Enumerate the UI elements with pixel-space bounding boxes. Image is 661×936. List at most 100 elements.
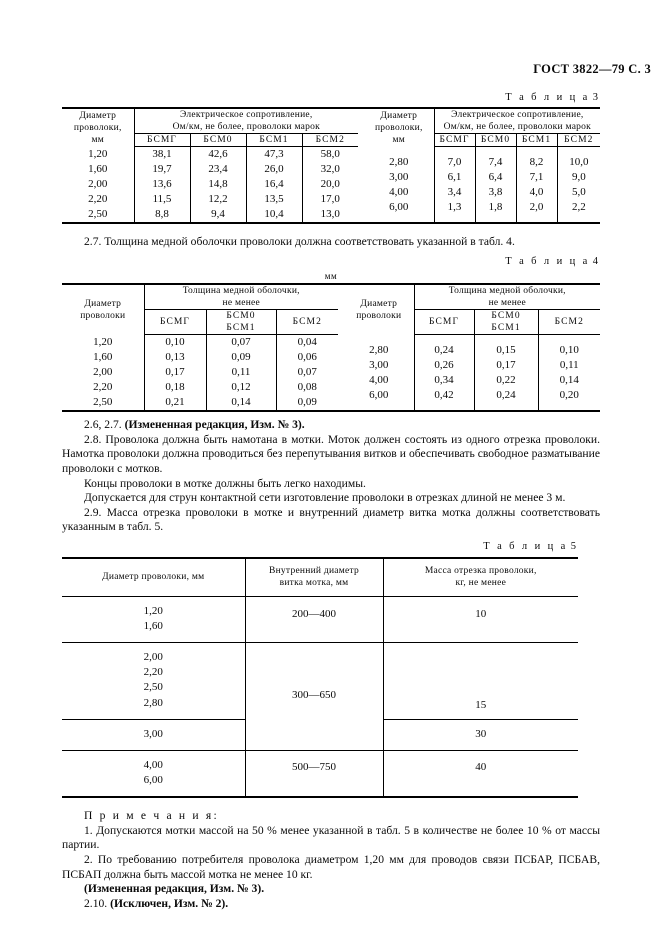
paragraph-2-7: 2.7. Толщина медной оболочки проволоки д…: [84, 235, 515, 249]
table3-center-divider: [358, 107, 365, 134]
table3-caption-word: Т а б л и ц а: [505, 92, 590, 103]
table4-left-col-bsm2: 0,04 0,06 0,07 0,08 0,09: [297, 336, 317, 409]
table5-mass-group-4: 40: [475, 760, 487, 773]
table5-mass-group-3: 30: [383, 719, 578, 751]
table3-right-col-bsm0: 7,4 6,4 3,8 1,8: [475, 146, 517, 224]
table5-group-row-1: 1,20 1,60 200—400 10: [62, 596, 578, 644]
table3-right-brand-2: БСМ1: [516, 133, 558, 148]
table3-right-diam-col: 2,80 3,00 4,00 6,00: [364, 146, 435, 224]
table4-center-divider: [338, 282, 345, 310]
table3-left-col-bsm0: 42,6 23,4 14,8 12,2 9,4: [190, 146, 247, 224]
paragraph-2-8: 2.8. Проволока должна быть намотана в мо…: [62, 432, 600, 475]
table3-left-group-header: Электрическое сопротивление, Ом/км, не б…: [134, 107, 359, 135]
table5-group-row-3: 3,00 30: [62, 719, 578, 751]
table5-diam-group-3: 3,00: [62, 719, 246, 751]
table4-caption-number: 4: [592, 255, 598, 267]
table4-left-diam-header: Диаметр проволоки: [62, 282, 145, 335]
table5-inner-diam-group-1: 200—400: [245, 596, 384, 644]
table5-header-inner-diameter: Внутренний диаметр витка мотка, мм: [245, 556, 384, 597]
table3-left-diam-header: Диаметр проволоки, мм: [62, 107, 135, 147]
table4-header-row-1: Диаметр проволоки Толщина медной оболочк…: [62, 282, 601, 335]
table3-header-row-1: Диаметр проволоки, мм Электрическое сопр…: [62, 107, 601, 147]
table3-right-col-bsm2: 10,0 9,0 5,0 2,2: [569, 155, 589, 213]
paragraph-2-9: 2.9. Масса отрезка проволоки в мотке и в…: [62, 505, 600, 534]
table5-diam-group-2: 2,00 2,20 2,50 2,80: [62, 642, 246, 720]
table4-left-brand-bsmg: БСМГ: [144, 309, 207, 336]
table5-group-row-4: 4,00 6,00 500—750 40: [62, 750, 578, 798]
table3-left-brand-0: БСМГ: [134, 133, 191, 148]
table3-center-divider-2: [358, 134, 364, 147]
note-1: 1. Допускаются мотки массой на 50 % мене…: [62, 823, 600, 852]
note-2: 2. По требованию потребителя проволока д…: [62, 852, 600, 881]
table4-right-brand-bsmg: БСМГ: [414, 309, 475, 336]
table5-inner-diam-group-2: 300—650: [245, 642, 384, 751]
paragraph-2-10-number: 2.10.: [84, 896, 111, 910]
table4-caption-word: Т а б л и ц а: [505, 255, 590, 267]
table4-center-divider-2: [338, 310, 344, 335]
table3-right-brand-3: БСМ2: [557, 133, 601, 148]
table3-data-row: 1,20 1,60 2,00 2,20 2,50 38,1 19,7 13,6 …: [62, 146, 600, 224]
table-3: Диаметр проволоки, мм Электрическое сопр…: [62, 107, 601, 226]
paragraph-2-6-2-7-revision-text: (Измененная редакция, Изм. № 3).: [124, 418, 305, 432]
paragraph-2-10: 2.10. (Исключен, Изм. № 2).: [62, 897, 600, 912]
notes-title: П р и м е ч а н и я:: [62, 809, 600, 824]
paragraph-2-6-2-7-number: 2.6, 2.7.: [84, 418, 125, 432]
notes-revision: (Измененная редакция, Изм. № 3).: [62, 882, 600, 897]
table3-right-group-header: Электрическое сопротивление, Ом/км, не б…: [434, 107, 601, 135]
table5-header-mass: Масса отрезка проволоки, кг, не менее: [383, 556, 578, 597]
table5-caption-word: Т а б л и ц а: [483, 540, 568, 552]
table4-right-diam-header: Диаметр проволоки: [344, 282, 415, 335]
table4-right-diam-col: 2,80 3,00 4,00 6,00: [344, 334, 415, 412]
table4-header-row-2: БСМГ БСМ0 БСМ1 БСМ2 БСМГ БСМ0 БСМ1 БСМ2: [62, 309, 601, 336]
table3-right-col-bsm1: 8,2 7,1 4,0 2,0: [516, 146, 558, 224]
table4-data-row: 1,20 1,60 2,00 2,20 2,50 0,10 0,13 0,17 …: [62, 334, 600, 412]
paragraph-2-8-ends: Концы проволоки в мотке должны быть легк…: [84, 476, 366, 490]
table4-left-diam-col: 1,20 1,60 2,00 2,20 2,50: [62, 334, 145, 412]
table5-caption-number: 5: [570, 540, 576, 552]
table5-group-row-2: 2,00 2,20 2,50 2,80 300—650 15: [62, 642, 578, 751]
table5-inner-diam-group-4: 500—750: [245, 750, 384, 798]
table4-right-col-bsm2: 0,10 0,11 0,14 0,20: [559, 343, 579, 401]
table3-left-col-bsm2: 58,0 32,0 20,0 17,0 13,0: [320, 148, 340, 221]
table-4: Диаметр проволоки Толщина медной оболочк…: [62, 282, 601, 414]
table5-diam-group-4: 4,00 6,00: [62, 750, 246, 798]
paragraph-2-8-segments: Допускается для струн контактной сети из…: [84, 491, 566, 505]
table4-right-brand-bsm0-bsm1: БСМ0 БСМ1: [474, 309, 539, 336]
table3-left-col-bsmg: 38,1 19,7 13,6 11,5 8,8: [134, 146, 191, 224]
table5-mass-group-1: 10: [383, 596, 578, 644]
page-header: ГОСТ 3822—79 С. 3: [533, 62, 651, 76]
table3-left-brand-1: БСМ0: [190, 133, 247, 148]
table4-left-col-bsmg: 0,10 0,13 0,17 0,18 0,21: [144, 334, 207, 412]
table3-left-brand-3: БСМ2: [302, 133, 359, 148]
paragraph-2-6-2-7-revision: 2.6, 2.7. (Измененная редакция, Изм. № 3…: [62, 418, 600, 433]
table4-right-group-header: Толщина медной оболочки, не менее: [414, 282, 601, 311]
table4-unit-label: мм: [324, 270, 338, 281]
table3-right-brand-0: БСМГ: [434, 133, 476, 148]
paragraph-2-10-text: (Исключен, Изм. № 2).: [110, 896, 229, 910]
table3-left-diam-col: 1,20 1,60 2,00 2,20 2,50: [62, 146, 135, 224]
table3-caption-number: 3: [592, 92, 598, 103]
table3-left-brand-2: БСМ1: [246, 133, 303, 148]
table5-header-row: Диаметр проволоки, мм Внутренний диаметр…: [62, 556, 578, 597]
notes-title-text: П р и м е ч а н и я:: [84, 809, 219, 823]
table4-left-brand-bsm0-bsm1: БСМ0 БСМ1: [206, 309, 277, 336]
table-5: Диаметр проволоки, мм Внутренний диаметр…: [62, 556, 578, 800]
table4-left-group-header: Толщина медной оболочки, не менее: [144, 282, 339, 311]
table4-right-col-bsm0-bsm1: 0,15 0,17 0,22 0,24: [474, 334, 539, 412]
table3-right-col-bsmg: 7,0 6,1 3,4 1,3: [434, 146, 476, 224]
table4-left-brand-bsm2: БСМ2: [276, 309, 339, 336]
table3-right-diam-header: Диаметр проволоки, мм: [364, 107, 435, 147]
table4-left-col-bsm0-bsm1: 0,07 0,09 0,11 0,12 0,14: [206, 334, 277, 412]
table5-mass-group-2: 15: [383, 642, 578, 720]
notes-revision-text: (Измененная редакция, Изм. № 3).: [84, 882, 265, 896]
table3-right-brand-1: БСМ0: [475, 133, 517, 148]
table4-right-col-bsmg: 0,24 0,26 0,34 0,42: [414, 334, 475, 412]
table3-left-col-bsm1: 47,3 26,0 16,4 13,5 10,4: [246, 146, 303, 224]
table3-header-row-2: БСМГ БСМ0 БСМ1 БСМ2 БСМГ БСМ0 БСМ1 БСМ2: [62, 133, 601, 148]
table4-right-brand-bsm2: БСМ2: [538, 309, 601, 336]
